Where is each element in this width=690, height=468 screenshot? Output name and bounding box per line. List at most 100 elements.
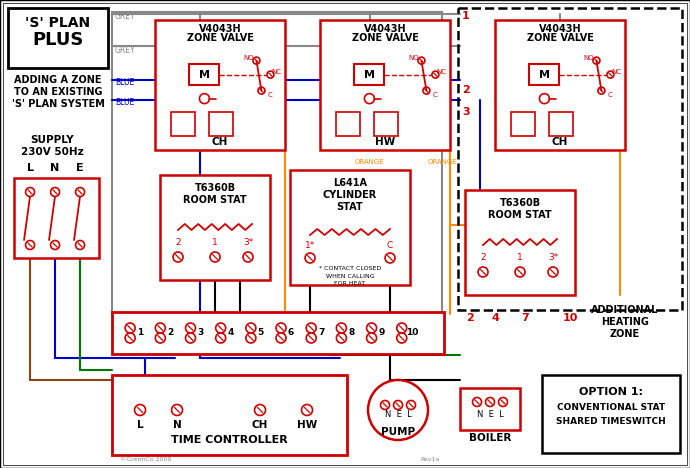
Text: PLUS: PLUS <box>32 31 83 49</box>
Bar <box>112 312 444 354</box>
Text: 1: 1 <box>517 254 523 263</box>
Text: NO: NO <box>583 55 593 61</box>
Text: NC: NC <box>611 69 622 74</box>
Circle shape <box>75 188 85 197</box>
Text: CH: CH <box>552 137 568 147</box>
Text: ROOM STAT: ROOM STAT <box>489 210 552 220</box>
Text: L: L <box>26 163 34 173</box>
Circle shape <box>432 71 439 78</box>
Text: 1: 1 <box>212 239 218 248</box>
Text: CH: CH <box>212 137 228 147</box>
Text: STAT: STAT <box>337 202 364 212</box>
Circle shape <box>26 241 34 249</box>
Circle shape <box>216 323 226 333</box>
Text: N  E  L: N E L <box>477 410 504 419</box>
Text: L641A: L641A <box>333 178 367 188</box>
Text: NO: NO <box>408 55 419 61</box>
Text: ZONE: ZONE <box>610 329 640 339</box>
Text: BLUE: BLUE <box>115 78 135 87</box>
Text: HEATING: HEATING <box>601 317 649 327</box>
Text: 'S' PLAN SYSTEM: 'S' PLAN SYSTEM <box>12 99 104 109</box>
Text: CH: CH <box>252 420 268 430</box>
Circle shape <box>186 333 195 343</box>
Circle shape <box>515 267 525 277</box>
Text: C: C <box>433 92 437 98</box>
Text: NC: NC <box>271 69 282 74</box>
Circle shape <box>155 333 166 343</box>
Bar <box>112 375 347 455</box>
Text: 3*: 3* <box>243 239 253 248</box>
Circle shape <box>246 323 256 333</box>
Circle shape <box>366 323 377 333</box>
Bar <box>373 112 397 136</box>
Text: V4043H: V4043H <box>199 24 242 34</box>
Bar <box>511 112 535 136</box>
Text: M: M <box>539 70 550 80</box>
Text: 3*: 3* <box>548 254 558 263</box>
Text: T6360B: T6360B <box>500 198 540 208</box>
Text: TO AN EXISTING: TO AN EXISTING <box>14 87 102 97</box>
Circle shape <box>26 188 34 197</box>
Text: V4043H: V4043H <box>539 24 581 34</box>
Circle shape <box>253 57 260 64</box>
Text: ZONE VALVE: ZONE VALVE <box>186 33 253 43</box>
Bar <box>14 178 99 258</box>
Circle shape <box>366 333 377 343</box>
Circle shape <box>393 401 402 410</box>
Circle shape <box>210 252 220 262</box>
Text: ZONE VALVE: ZONE VALVE <box>526 33 593 43</box>
Circle shape <box>486 397 495 407</box>
Text: 1: 1 <box>137 329 144 337</box>
Text: SUPPLY: SUPPLY <box>30 135 74 145</box>
Text: GREY: GREY <box>115 12 136 21</box>
Text: ORANGE: ORANGE <box>355 159 384 165</box>
Circle shape <box>593 57 600 64</box>
Circle shape <box>258 87 265 94</box>
Bar <box>549 112 573 136</box>
Circle shape <box>50 188 59 197</box>
Text: 2: 2 <box>175 239 181 248</box>
Circle shape <box>305 253 315 263</box>
Circle shape <box>418 57 425 64</box>
Text: SHARED TIMESWITCH: SHARED TIMESWITCH <box>556 417 666 426</box>
Circle shape <box>337 323 346 333</box>
Text: NC: NC <box>436 69 446 74</box>
Text: ROOM STAT: ROOM STAT <box>184 195 247 205</box>
Circle shape <box>255 404 266 416</box>
Bar <box>170 112 195 136</box>
Text: TIME CONTROLLER: TIME CONTROLLER <box>171 435 288 445</box>
Circle shape <box>337 333 346 343</box>
Text: WHEN CALLING: WHEN CALLING <box>326 275 375 279</box>
Bar <box>355 64 384 85</box>
Circle shape <box>306 323 316 333</box>
Bar <box>155 20 285 150</box>
Bar <box>160 175 270 280</box>
Text: L: L <box>137 420 144 430</box>
Text: ADDITIONAL: ADDITIONAL <box>591 305 659 315</box>
Text: * CONTACT CLOSED: * CONTACT CLOSED <box>319 266 381 271</box>
Text: HW: HW <box>375 137 395 147</box>
Text: ADDING A ZONE: ADDING A ZONE <box>14 75 102 85</box>
Text: NO: NO <box>243 55 254 61</box>
Text: ORANGE: ORANGE <box>428 159 457 165</box>
Text: 6: 6 <box>288 329 294 337</box>
Circle shape <box>423 87 430 94</box>
Circle shape <box>397 323 406 333</box>
Text: E: E <box>76 163 84 173</box>
Bar <box>320 20 450 150</box>
Text: 3: 3 <box>462 107 470 117</box>
Text: CYLINDER: CYLINDER <box>323 190 377 200</box>
Bar <box>460 388 520 430</box>
Circle shape <box>186 323 195 333</box>
Circle shape <box>406 401 415 410</box>
Text: HW: HW <box>297 420 317 430</box>
Circle shape <box>243 252 253 262</box>
Text: 'S' PLAN: 'S' PLAN <box>26 16 90 30</box>
Circle shape <box>276 323 286 333</box>
Text: 1*: 1* <box>305 241 315 250</box>
Circle shape <box>172 404 183 416</box>
Bar <box>465 190 575 295</box>
Circle shape <box>216 333 226 343</box>
Circle shape <box>75 241 85 249</box>
Circle shape <box>478 267 488 277</box>
